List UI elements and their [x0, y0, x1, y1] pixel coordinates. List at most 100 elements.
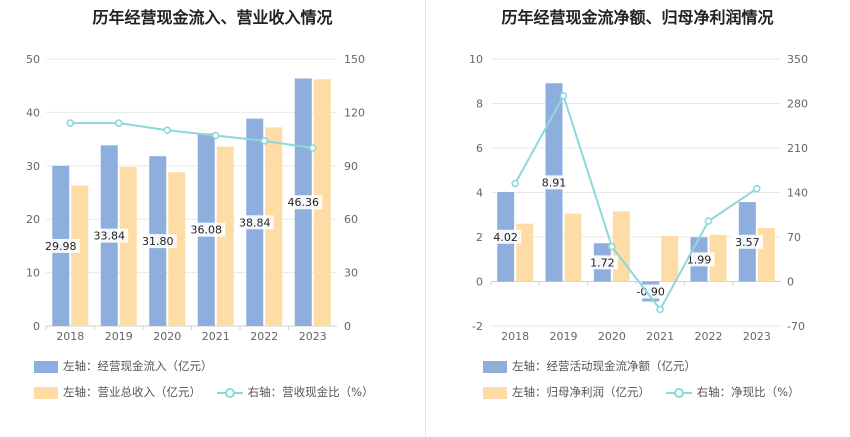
ratio-point [308, 144, 317, 152]
ratio-point [511, 179, 519, 188]
bar-secondary [661, 235, 679, 282]
bar-secondary [71, 185, 89, 326]
panel-divider [425, 0, 426, 437]
legend-label: 右轴：净现比（%） [696, 385, 800, 399]
ratio-point [66, 119, 75, 127]
x-axis-category-label: 2020 [153, 330, 181, 343]
data-label-background [683, 252, 715, 267]
right-axis-tick-label: 70 [787, 231, 801, 244]
data-label-background [490, 229, 522, 244]
ratio-point [211, 131, 220, 140]
right-axis-tick-label: 0 [787, 276, 794, 289]
legend-swatch-icon [34, 360, 58, 373]
ratio-line [70, 122, 313, 149]
data-label-background [90, 228, 129, 243]
left-axis-tick-label: 20 [26, 213, 40, 226]
legend-row-1: 左轴：经营现金流入（亿元） [34, 358, 225, 374]
right-axis-tick-label: 350 [787, 53, 808, 66]
right-axis-tick-label: 120 [344, 106, 365, 119]
net-cash-flow-chart: -2 0 2 4 6 8 10 -70 0 70 140 210 280 350 2018 2019 2020 2… [469, 53, 808, 343]
right-axis-tick-label: 140 [787, 187, 808, 200]
legend-swatch-icon [34, 386, 58, 399]
chart-panel-cash-inflow: 历年经营现金流入、营业收入情况 0 10 20 30 40 50 0 30 60 90 120 150… [26, 8, 386, 400]
x-axis-category-label: 2022 [250, 330, 278, 343]
x-axis-category-label: 2019 [550, 330, 578, 343]
x-axis-category-label: 2020 [598, 330, 626, 343]
ratio-point [559, 92, 568, 100]
bar-secondary [564, 213, 582, 282]
x-axis-category-label: 2019 [105, 330, 133, 343]
data-label: 38.84 [239, 216, 271, 229]
data-label-background [284, 195, 323, 210]
data-label-background [731, 234, 763, 249]
left-axis-tick-label: 6 [476, 142, 483, 155]
ratio-point [163, 126, 172, 134]
left-axis-tick-label: 0 [33, 320, 40, 333]
right-axis-tick-label: 30 [344, 267, 358, 280]
right-axis-tick-label: 210 [787, 142, 808, 155]
right-axis-tick-label: 60 [344, 213, 358, 226]
legend-row-1: 左轴：经营活动现金流净额（亿元） [483, 358, 708, 374]
right-axis-tick-label: 280 [787, 98, 808, 111]
data-label-background [138, 234, 177, 249]
legend-item[interactable]: 左轴：经营现金流入（亿元） [34, 358, 213, 374]
data-label-background [631, 284, 670, 299]
data-label-background [538, 175, 570, 190]
chart-panel-net-cash-flow: 历年经营现金流净额、归母净利润情况 -2 0 2 4 6 8 10 -70 0 70 140 210 2… [425, 0, 850, 437]
legend-item[interactable]: 右轴：营收现金比（%） [216, 384, 374, 400]
legend-swatch-icon [483, 386, 507, 399]
x-axis-category-label: 2018 [501, 330, 529, 343]
legend-item[interactable]: 左轴：营业总收入（亿元） [34, 384, 201, 400]
x-axis-category-label: 2018 [56, 330, 84, 343]
x-axis-category-label: 2022 [695, 330, 723, 343]
ratio-point [704, 217, 713, 225]
left-axis-tick-label: 50 [26, 53, 40, 66]
right-axis-tick-label: 0 [344, 320, 351, 333]
data-label: 36.08 [191, 224, 223, 237]
left-axis-tick-label: 0 [476, 276, 483, 289]
ratio-line [514, 93, 758, 312]
left-axis-tick-label: 10 [26, 267, 40, 280]
left-axis-tick-label: -2 [472, 320, 483, 333]
ratio-point [260, 137, 269, 145]
legend-item[interactable]: 右轴：净现比（%） [665, 384, 800, 400]
data-label: 33.84 [94, 230, 126, 243]
right-axis-tick-label: 150 [344, 53, 365, 66]
bar-secondary [168, 172, 186, 326]
right-axis-tick-label: 90 [344, 160, 358, 173]
ratio-point [753, 184, 761, 193]
legend-label: 左轴：经营现金流入（亿元） [63, 359, 213, 373]
legend-label: 左轴：经营活动现金流净额（亿元） [512, 359, 696, 373]
data-label: 29.98 [45, 240, 77, 253]
bar-secondary [709, 234, 727, 282]
legend-item[interactable]: 左轴：经营活动现金流净额（亿元） [483, 358, 696, 374]
x-axis-category-label: 2021 [202, 330, 230, 343]
data-label-background [586, 255, 618, 270]
legend-label: 左轴：营业总收入（亿元） [63, 385, 201, 399]
cash-inflow-chart: 0 10 20 30 40 50 0 30 60 90 120 150 2018 2019 2020 2021… [26, 53, 365, 343]
data-label: 8.91 [542, 176, 567, 189]
x-axis-category-label: 2021 [646, 330, 674, 343]
left-axis-tick-label: 40 [26, 106, 40, 119]
x-axis-category-label: 2023 [743, 330, 771, 343]
data-label: 4.02 [493, 231, 518, 244]
data-label: 31.80 [142, 235, 174, 248]
legend-label: 左轴：归母净利润（亿元） [512, 385, 650, 399]
right-axis-tick-label: -70 [787, 320, 805, 333]
left-axis-tick-label: 4 [476, 187, 483, 200]
ratio-point [608, 242, 616, 251]
data-label-background [187, 222, 226, 237]
legend-row-2: 左轴：营业总收入（亿元） 右轴：营收现金比（%） [34, 384, 386, 400]
legend-item[interactable]: 左轴：归母净利润（亿元） [483, 384, 650, 400]
legend-swatch-icon [483, 360, 507, 373]
left-axis-tick-label: 8 [476, 98, 483, 111]
legend-row-2: 左轴：归母净利润（亿元） 右轴：净现比（%） [483, 384, 812, 400]
left-axis-tick-label: 30 [26, 160, 40, 173]
data-label: 1.72 [590, 256, 615, 269]
left-axis-tick-label: 10 [469, 53, 483, 66]
chart-title: 历年经营现金流净额、归母净利润情况 [501, 8, 774, 27]
legend-line-marker-icon [216, 387, 243, 399]
x-axis-category-label: 2023 [299, 330, 327, 343]
legend-label: 右轴：营收现金比（%） [247, 385, 374, 399]
chart-title: 历年经营现金流入、营业收入情况 [92, 8, 333, 27]
